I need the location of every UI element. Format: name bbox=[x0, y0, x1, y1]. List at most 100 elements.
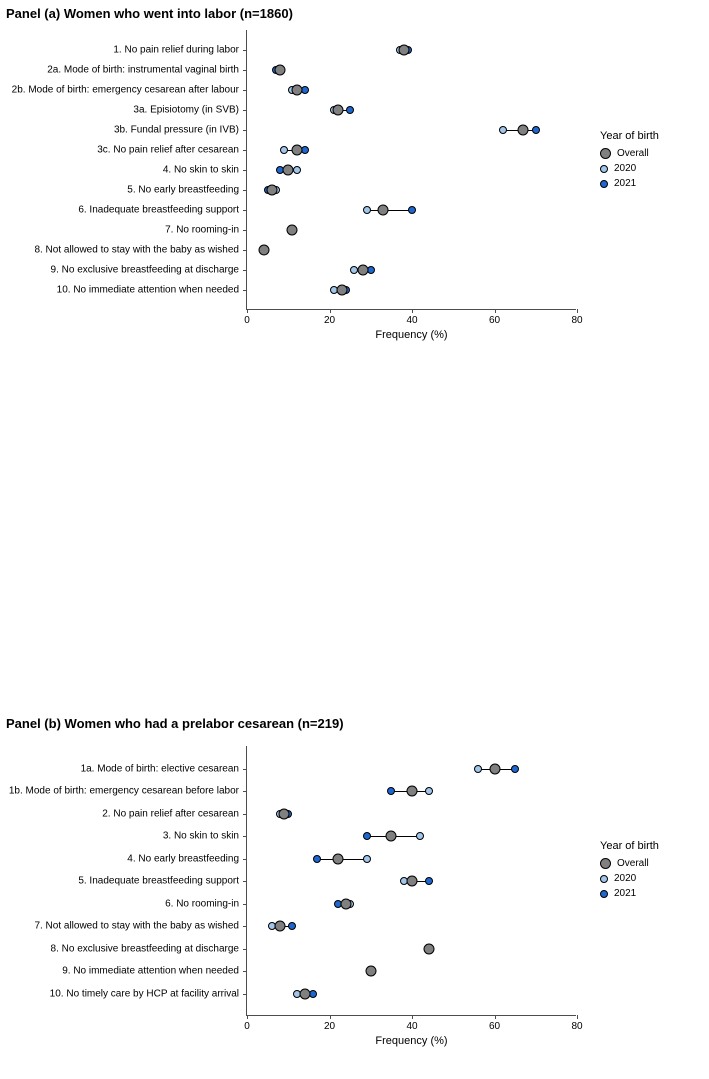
ytick-label: 3. No skin to skin bbox=[163, 831, 247, 842]
point-y2020 bbox=[363, 206, 371, 214]
figure-container: Panel (a) Women who went into labor (n=1… bbox=[0, 0, 709, 724]
point-overall bbox=[283, 165, 294, 176]
ytick-label: 7. No rooming-in bbox=[165, 225, 247, 236]
xtick-label: 0 bbox=[244, 309, 250, 326]
xtick-label: 0 bbox=[244, 1015, 250, 1032]
ytick-label: 2a. Mode of birth: instrumental vaginal … bbox=[47, 65, 247, 76]
xtick-label: 20 bbox=[324, 309, 335, 326]
ytick-label: 8. Not allowed to stay with the baby as … bbox=[34, 245, 247, 256]
ytick-mark bbox=[243, 926, 247, 927]
point-y2020 bbox=[280, 146, 288, 154]
point-y2021 bbox=[511, 765, 519, 773]
point-overall bbox=[291, 145, 302, 156]
point-y2021 bbox=[425, 877, 433, 885]
ytick-mark bbox=[243, 814, 247, 815]
ytick-mark bbox=[243, 881, 247, 882]
legend-title: Year of birth bbox=[600, 130, 659, 142]
point-y2020 bbox=[474, 765, 482, 773]
legend-label: 2020 bbox=[614, 873, 636, 884]
ytick-mark bbox=[243, 270, 247, 271]
point-overall bbox=[332, 853, 343, 864]
ytick-mark bbox=[243, 190, 247, 191]
point-overall bbox=[398, 45, 409, 56]
ytick-label: 9. No exclusive breastfeeding at dischar… bbox=[51, 265, 247, 276]
ytick-label: 5. Inadequate breastfeeding support bbox=[78, 876, 247, 887]
point-y2020 bbox=[416, 832, 424, 840]
ytick-label: 5. No early breastfeeding bbox=[127, 185, 247, 196]
point-y2020 bbox=[425, 787, 433, 795]
panel-title-a: Panel (a) Women who went into labor (n=1… bbox=[6, 6, 293, 21]
panel-title-prefix: Panel bbox=[6, 6, 44, 21]
legend-item-y2021: 2021 bbox=[600, 178, 659, 189]
legend-title: Year of birth bbox=[600, 840, 659, 852]
point-overall bbox=[332, 105, 343, 116]
point-overall bbox=[489, 763, 500, 774]
point-y2021 bbox=[313, 855, 321, 863]
ytick-mark bbox=[243, 150, 247, 151]
ytick-mark bbox=[243, 290, 247, 291]
ytick-label: 1b. Mode of birth: emergency cesarean be… bbox=[9, 786, 247, 797]
point-overall bbox=[357, 265, 368, 276]
legend-item-overall: Overall bbox=[600, 148, 659, 159]
xtick-label: 60 bbox=[489, 309, 500, 326]
ytick-label: 3a. Episiotomy (in SVB) bbox=[133, 105, 247, 116]
point-overall bbox=[275, 921, 286, 932]
ytick-mark bbox=[243, 50, 247, 51]
ytick-label: 8. No exclusive breastfeeding at dischar… bbox=[51, 943, 247, 954]
point-overall bbox=[275, 65, 286, 76]
panel-title-text: Women who went into labor (n=1860) bbox=[64, 6, 293, 21]
panel-title-tag: (a) bbox=[44, 6, 60, 21]
range-line bbox=[367, 210, 412, 211]
ytick-mark bbox=[243, 230, 247, 231]
point-overall bbox=[407, 876, 418, 887]
point-overall bbox=[341, 898, 352, 909]
xtick-label: 40 bbox=[406, 309, 417, 326]
legend-swatch bbox=[600, 165, 608, 173]
ytick-mark bbox=[243, 836, 247, 837]
point-overall bbox=[386, 831, 397, 842]
x-axis-title: Frequency (%) bbox=[375, 1035, 447, 1047]
ytick-mark bbox=[243, 994, 247, 995]
xtick-label: 80 bbox=[571, 309, 582, 326]
legend-item-y2020: 2020 bbox=[600, 873, 659, 884]
x-axis-title: Frequency (%) bbox=[375, 329, 447, 341]
ytick-mark bbox=[243, 949, 247, 950]
ytick-label: 3b. Fundal pressure (in IVB) bbox=[114, 125, 247, 136]
plot-area-b: 1a. Mode of birth: elective cesarean1b. … bbox=[246, 746, 576, 1016]
legend-swatch bbox=[600, 148, 611, 159]
ytick-mark bbox=[243, 791, 247, 792]
point-overall bbox=[258, 245, 269, 256]
ytick-label: 6. Inadequate breastfeeding support bbox=[78, 205, 247, 216]
xtick-label: 40 bbox=[406, 1015, 417, 1032]
ytick-label: 2. No pain relief after cesarean bbox=[102, 808, 247, 819]
point-overall bbox=[291, 85, 302, 96]
ytick-label: 1a. Mode of birth: elective cesarean bbox=[81, 763, 247, 774]
ytick-label: 4. No skin to skin bbox=[163, 165, 247, 176]
ytick-label: 7. Not allowed to stay with the baby as … bbox=[34, 921, 247, 932]
ytick-label: 3c. No pain relief after cesarean bbox=[97, 145, 247, 156]
ytick-label: 1. No pain relief during labor bbox=[113, 45, 247, 56]
ytick-mark bbox=[243, 859, 247, 860]
point-overall bbox=[407, 786, 418, 797]
ytick-mark bbox=[243, 90, 247, 91]
legend-label: 2021 bbox=[614, 178, 636, 189]
xtick-label: 60 bbox=[489, 1015, 500, 1032]
point-y2021 bbox=[288, 922, 296, 930]
point-y2021 bbox=[346, 106, 354, 114]
legend: Year of birthOverall20202021 bbox=[600, 130, 659, 193]
ytick-mark bbox=[243, 769, 247, 770]
legend-swatch bbox=[600, 875, 608, 883]
point-y2021 bbox=[408, 206, 416, 214]
ytick-mark bbox=[243, 70, 247, 71]
point-y2021 bbox=[387, 787, 395, 795]
point-overall bbox=[365, 966, 376, 977]
ytick-mark bbox=[243, 130, 247, 131]
point-overall bbox=[279, 808, 290, 819]
legend-label: Overall bbox=[617, 148, 649, 159]
plot-area-a: 1. No pain relief during labor2a. Mode o… bbox=[246, 30, 576, 310]
legend-swatch bbox=[600, 890, 608, 898]
legend-item-y2021: 2021 bbox=[600, 888, 659, 899]
ytick-label: 10. No immediate attention when needed bbox=[57, 285, 247, 296]
point-y2021 bbox=[532, 126, 540, 134]
point-overall bbox=[423, 943, 434, 954]
